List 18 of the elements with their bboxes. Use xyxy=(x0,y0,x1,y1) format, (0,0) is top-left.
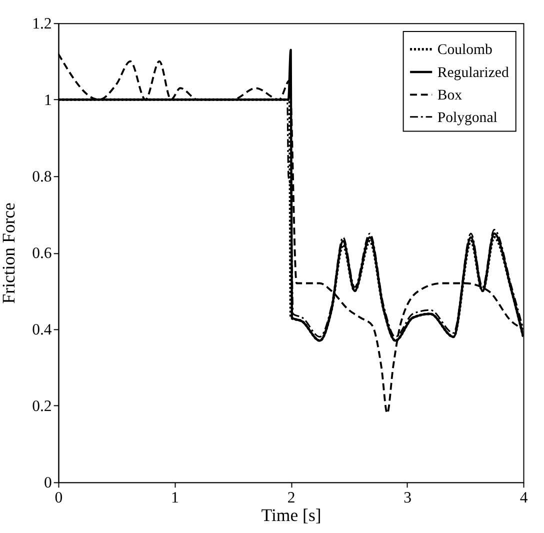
y-tick-label: 0.2 xyxy=(32,398,52,416)
x-tick-label: 2 xyxy=(287,489,296,506)
x-axis-title: Time [s] xyxy=(261,505,322,526)
y-tick-label: 0 xyxy=(44,474,52,492)
legend-label: Coulomb xyxy=(437,42,492,58)
x-tick-label: 3 xyxy=(404,489,412,506)
y-axis-title: Friction Force xyxy=(0,202,18,304)
legend-label: Regularized xyxy=(437,64,510,81)
legend-label: Box xyxy=(437,88,463,104)
y-tick-label: 1.2 xyxy=(32,16,52,33)
x-tick-label: 1 xyxy=(171,489,179,506)
legend-label: Polygonal xyxy=(437,110,498,126)
y-tick-label: 1 xyxy=(44,92,52,110)
x-tick-label: 4 xyxy=(520,489,528,506)
y-tick-label: 0.8 xyxy=(32,168,52,186)
y-tick-label: 0.4 xyxy=(32,322,52,339)
y-tick-label: 0.6 xyxy=(32,245,52,262)
x-tick-label: 0 xyxy=(54,489,63,506)
